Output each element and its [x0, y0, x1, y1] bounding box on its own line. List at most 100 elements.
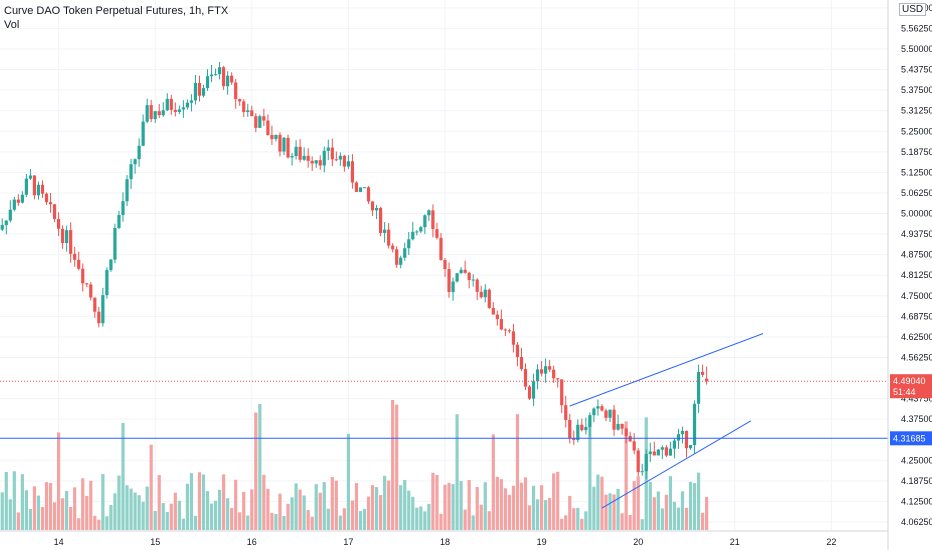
trendline	[569, 333, 764, 407]
volume-bar	[560, 518, 564, 530]
candle-body	[40, 184, 45, 194]
candle-body	[515, 344, 520, 358]
candle-body	[580, 424, 584, 431]
candle-body	[362, 187, 367, 189]
volume-bar	[141, 501, 145, 530]
candle-body	[153, 111, 157, 120]
candle-body	[701, 371, 705, 375]
volume-bar	[169, 503, 173, 530]
volume-bar	[290, 497, 294, 530]
candle-body	[342, 155, 346, 167]
volume-bar	[463, 509, 467, 530]
volume-bar	[391, 400, 395, 530]
volume-bar	[294, 483, 298, 530]
price-tick-label: 5.06250	[901, 188, 932, 198]
price-tick-label: 5.25000	[901, 126, 932, 136]
volume-bar	[246, 515, 250, 530]
price-tick-label: 4.37500	[901, 414, 932, 424]
candle-body	[636, 450, 640, 473]
volume-bar	[218, 489, 222, 530]
candle-body	[318, 160, 322, 166]
candle-body	[572, 438, 576, 441]
candle-body	[350, 161, 355, 183]
last-price-badge	[890, 374, 932, 399]
candle-body	[246, 110, 250, 113]
candle-body	[395, 249, 399, 265]
volume-bar	[379, 495, 383, 530]
candle-body	[24, 178, 28, 195]
candle-body	[0, 225, 4, 230]
volume-bar	[415, 507, 419, 530]
candle-body	[338, 155, 342, 160]
candle-body	[52, 204, 57, 220]
volume-bar	[696, 472, 701, 530]
candle-body	[20, 194, 24, 203]
candle-body	[544, 366, 548, 374]
candle-body	[57, 219, 61, 229]
volume-bar	[97, 519, 101, 530]
candle-body	[535, 369, 540, 382]
candle-body	[113, 227, 117, 260]
volume-bar	[483, 482, 487, 530]
candle-body	[519, 357, 524, 370]
volume-bar	[8, 499, 12, 530]
volume-bar	[28, 508, 33, 530]
volume-bar	[556, 471, 560, 530]
volume-bar	[584, 511, 588, 530]
volume-bar	[503, 488, 507, 530]
volume-bar	[65, 490, 69, 530]
volume-bar	[133, 492, 137, 530]
candle-body	[676, 434, 681, 441]
candle-body	[238, 99, 242, 102]
volume-bar	[672, 501, 677, 530]
currency-label[interactable]: USD	[899, 3, 927, 16]
volume-bar	[185, 483, 189, 530]
volume-bar	[161, 503, 165, 530]
candle-body	[612, 409, 616, 430]
candle-body	[274, 134, 278, 140]
candle-body	[552, 369, 556, 379]
volume-bar	[234, 479, 238, 530]
candle-body	[668, 448, 672, 456]
candle-body	[105, 270, 109, 296]
volume-bar	[511, 485, 516, 530]
volume-bar	[616, 488, 620, 530]
price-tick-label: 4.12500	[901, 496, 932, 506]
candle-body	[165, 98, 169, 111]
price-tick-label: 5.43750	[901, 65, 932, 75]
candle-body	[77, 259, 81, 269]
volume-bar	[383, 475, 387, 530]
candle-body	[189, 100, 194, 103]
volume-bar	[608, 493, 612, 530]
candle-body	[664, 447, 668, 456]
volume-bar	[32, 486, 37, 530]
volume-bar	[338, 515, 342, 530]
volume-bar	[181, 518, 185, 530]
price-tick-label: 5.50000	[901, 44, 932, 54]
level-price-badge-text: 4.31685	[893, 433, 926, 443]
volume-bar	[189, 473, 194, 530]
volume-bar	[238, 512, 242, 530]
candle-body	[604, 410, 608, 418]
volume-bar	[620, 513, 624, 530]
volume-bar	[387, 480, 391, 530]
candle-body	[169, 98, 173, 110]
last-price-badge-text: 51:44	[893, 387, 916, 397]
volume-bar	[226, 498, 230, 530]
candle-body	[330, 147, 334, 160]
volume-bar	[197, 472, 202, 530]
price-tick-label: 4.81250	[901, 270, 932, 280]
candle-body	[177, 109, 181, 112]
volume-bar	[145, 486, 149, 530]
candle-body	[443, 259, 447, 270]
candle-body	[640, 471, 644, 473]
candle-body	[399, 257, 403, 265]
candle-body	[644, 454, 648, 472]
candle-body	[73, 253, 77, 260]
price-tick-label: 5.31250	[901, 106, 932, 116]
volume-bar	[298, 489, 302, 530]
volume-bar	[254, 412, 258, 530]
candle-body	[419, 227, 423, 232]
volume-bar	[701, 512, 705, 530]
